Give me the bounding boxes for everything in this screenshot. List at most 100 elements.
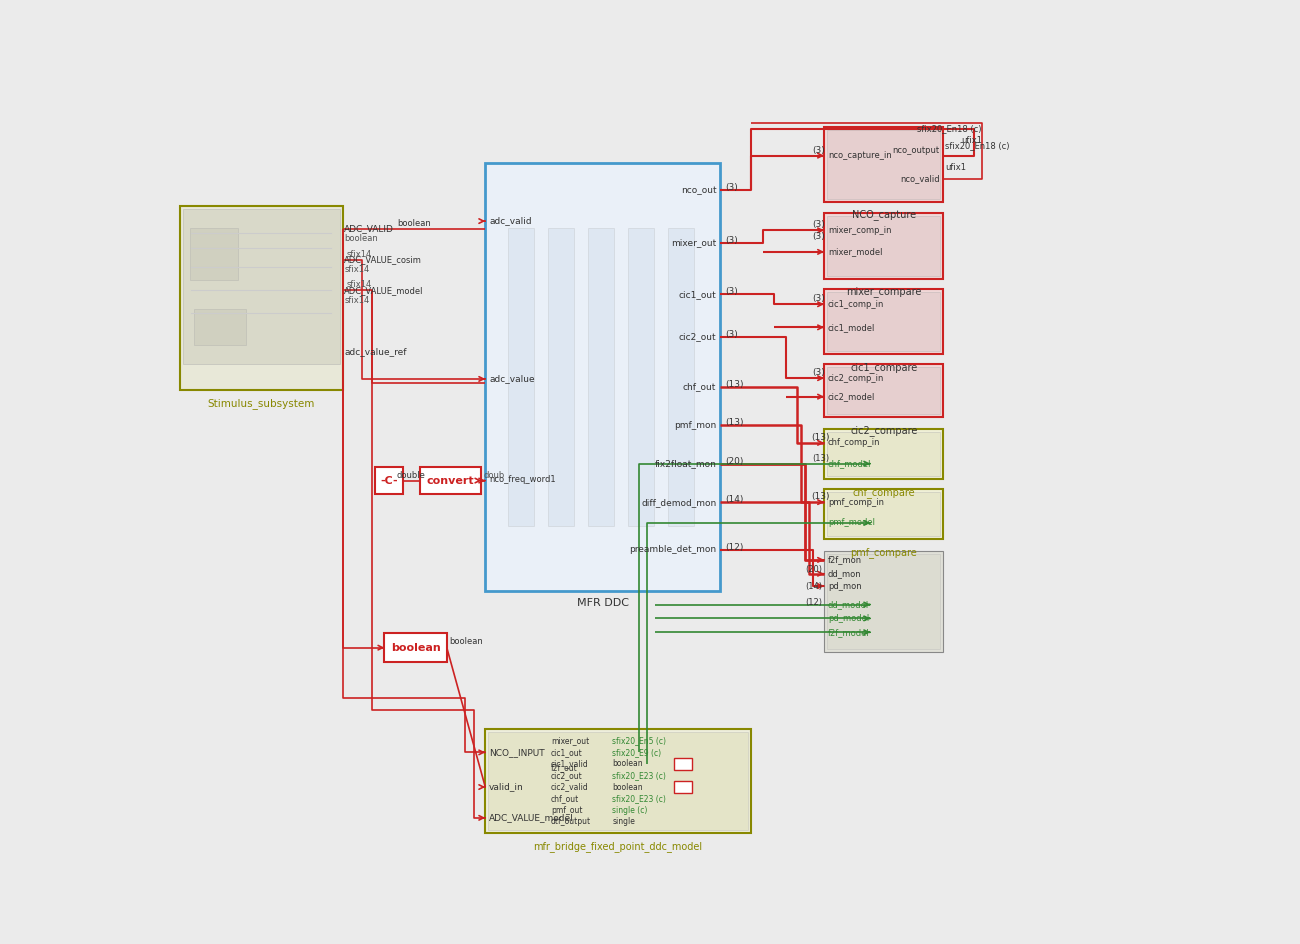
Text: nco_valid: nco_valid	[900, 175, 940, 183]
Bar	[179, 206, 343, 391]
Text: -C-: -C-	[380, 476, 398, 486]
Text: mixer_compare: mixer_compare	[846, 287, 922, 297]
Text: (14): (14)	[805, 582, 822, 591]
Text: sfix14: sfix14	[344, 265, 369, 274]
Text: cic2_comp_in: cic2_comp_in	[828, 374, 884, 382]
Text: double: double	[396, 471, 426, 480]
Text: (3): (3)	[812, 221, 826, 229]
Text: cic2_model: cic2_model	[828, 392, 875, 401]
Text: mixer_model: mixer_model	[828, 247, 883, 257]
Text: single (c): single (c)	[612, 805, 647, 815]
Text: dtf_output: dtf_output	[551, 818, 592, 826]
Text: pd_model: pd_model	[828, 614, 870, 623]
Bar	[824, 489, 944, 539]
Text: ufix1: ufix1	[961, 136, 982, 144]
Bar	[668, 228, 694, 526]
Text: cic1_model: cic1_model	[828, 323, 875, 332]
Text: NCO_capture: NCO_capture	[852, 210, 915, 221]
Text: cic2_out: cic2_out	[679, 332, 716, 341]
Text: (3): (3)	[725, 183, 737, 193]
Bar	[673, 781, 692, 793]
Text: chf_model: chf_model	[828, 459, 871, 468]
Bar	[827, 216, 940, 276]
Text: (12): (12)	[805, 598, 822, 608]
Text: cic2_out: cic2_out	[551, 771, 582, 780]
Text: (3): (3)	[725, 287, 737, 296]
Bar	[489, 733, 748, 830]
Text: pmf_comp_in: pmf_comp_in	[828, 497, 884, 507]
Text: (20): (20)	[725, 457, 744, 465]
Text: ADC_VALID: ADC_VALID	[344, 225, 394, 233]
Text: single: single	[612, 818, 636, 826]
Bar	[827, 367, 940, 414]
Text: boolean: boolean	[612, 759, 644, 768]
Bar	[588, 228, 614, 526]
Text: diff_demod_mon: diff_demod_mon	[641, 497, 716, 507]
Text: (3): (3)	[812, 368, 826, 378]
Text: ADC_VALUE_cosim: ADC_VALUE_cosim	[344, 255, 422, 264]
Bar	[507, 228, 534, 526]
Bar	[183, 209, 339, 364]
Bar	[827, 554, 940, 649]
Text: boolean: boolean	[396, 219, 430, 228]
Text: boolean: boolean	[344, 234, 378, 244]
Text: pd_mon: pd_mon	[828, 582, 862, 591]
Text: Stimulus_subsystem: Stimulus_subsystem	[208, 398, 315, 409]
Bar	[824, 550, 944, 652]
Text: sfix20_En18 (c): sfix20_En18 (c)	[918, 125, 982, 133]
Bar	[628, 228, 654, 526]
Text: dd_model: dd_model	[828, 600, 870, 609]
Text: pmf_out: pmf_out	[551, 805, 582, 815]
Text: chf_comp_in: chf_comp_in	[828, 438, 880, 447]
Text: mfr_bridge_fixed_point_ddc_model: mfr_bridge_fixed_point_ddc_model	[533, 841, 703, 851]
Text: preamble_det_mon: preamble_det_mon	[629, 546, 716, 554]
Text: (13): (13)	[725, 379, 744, 389]
Text: pmf_mon: pmf_mon	[675, 421, 716, 430]
Text: ufix1: ufix1	[945, 162, 966, 172]
Text: nco_capture_in: nco_capture_in	[828, 151, 892, 160]
Text: (20): (20)	[805, 565, 822, 574]
Text: sfix20_En18 (c): sfix20_En18 (c)	[945, 141, 1010, 150]
Text: chf_compare: chf_compare	[853, 487, 915, 497]
Text: NCO__INPUT: NCO__INPUT	[489, 748, 545, 757]
Text: f2f_mon: f2f_mon	[828, 555, 862, 565]
Text: (3): (3)	[812, 295, 826, 303]
Text: nco_out: nco_out	[681, 186, 716, 194]
Text: sfix20_E9 (c): sfix20_E9 (c)	[612, 748, 662, 757]
Text: chf_out: chf_out	[551, 794, 578, 803]
Text: sfix20_En5 (c): sfix20_En5 (c)	[612, 736, 667, 746]
Text: adc_value_ref: adc_value_ref	[344, 347, 407, 357]
Bar	[824, 429, 944, 479]
Bar	[827, 130, 940, 199]
Text: pmf_model: pmf_model	[828, 518, 875, 528]
Text: (12): (12)	[725, 543, 744, 552]
Bar	[485, 163, 720, 591]
Text: mixer_comp_in: mixer_comp_in	[828, 226, 892, 235]
Text: cic1_compare: cic1_compare	[850, 362, 918, 373]
Bar	[827, 432, 940, 476]
Bar	[547, 228, 573, 526]
Bar	[827, 292, 940, 351]
Text: fix2float_mon: fix2float_mon	[654, 459, 716, 468]
Text: f2f_model: f2f_model	[828, 628, 870, 637]
Text: chf_out: chf_out	[682, 382, 716, 391]
Text: (13): (13)	[811, 433, 829, 442]
Text: cic1_valid: cic1_valid	[551, 759, 589, 768]
Text: adc_valid: adc_valid	[489, 216, 532, 226]
Bar	[420, 467, 481, 495]
Bar	[824, 289, 944, 354]
Bar	[824, 213, 944, 278]
Text: MFR DDC: MFR DDC	[577, 598, 629, 608]
Text: cic2_compare: cic2_compare	[850, 425, 918, 436]
Text: doub: doub	[484, 471, 504, 480]
Text: cic2_valid: cic2_valid	[551, 783, 589, 791]
Bar	[673, 758, 692, 770]
Text: (13): (13)	[725, 418, 744, 428]
Text: (13): (13)	[811, 492, 829, 501]
Text: cic1_out: cic1_out	[551, 748, 582, 757]
Text: nco_output: nco_output	[893, 145, 940, 155]
Text: ADC_VALUE_model: ADC_VALUE_model	[344, 286, 424, 295]
Text: mixer_out: mixer_out	[551, 736, 589, 746]
Text: valid_in: valid_in	[489, 783, 524, 791]
Text: mixer_out: mixer_out	[671, 238, 716, 247]
